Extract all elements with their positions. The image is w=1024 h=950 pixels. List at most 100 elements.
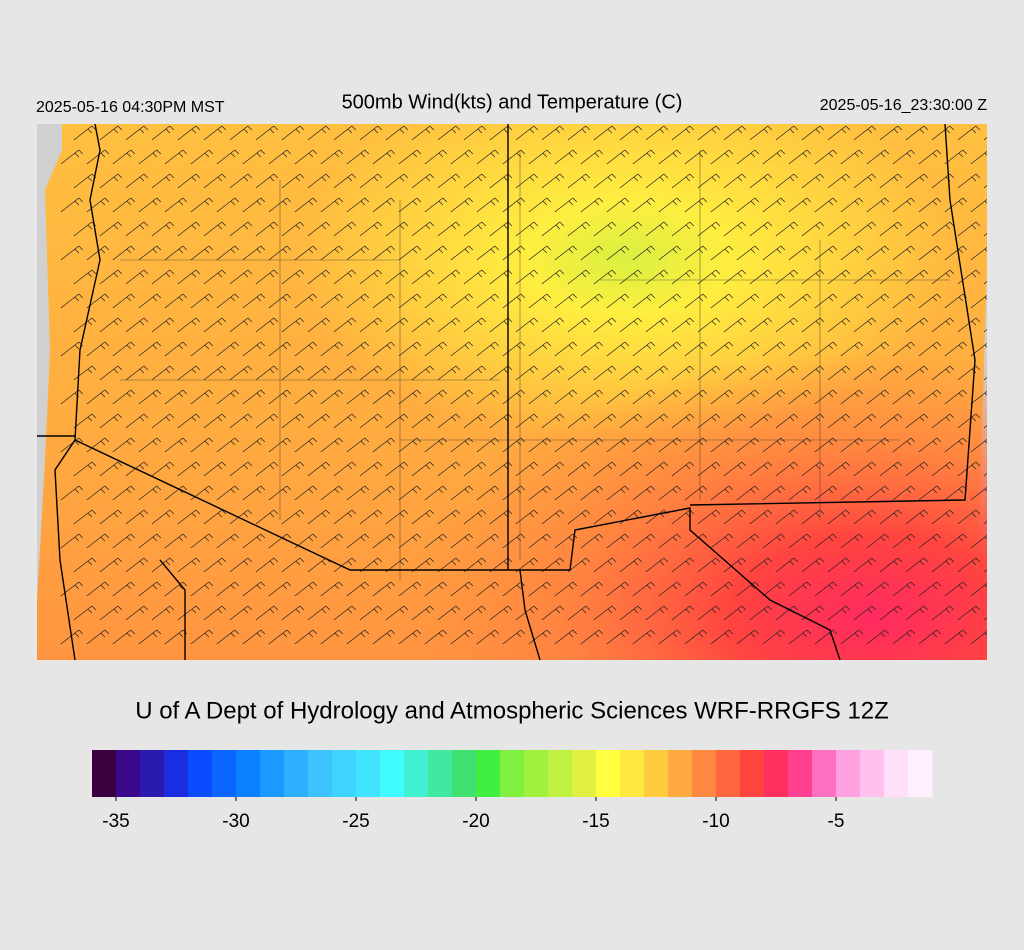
wind-barb: [1010, 510, 1024, 524]
wind-barb: [99, 269, 123, 285]
wind-barb: [216, 389, 240, 405]
wind-barb: [151, 413, 175, 429]
wind-barb: [944, 389, 968, 405]
wind-barb: [645, 317, 669, 333]
wind-barb: [229, 413, 253, 429]
wind-barb: [450, 197, 474, 213]
wind-barb: [879, 461, 903, 477]
wind-barb: [905, 365, 929, 381]
wind-barb: [997, 150, 1019, 164]
wind-barb: [515, 509, 539, 525]
wind-barb: [892, 437, 916, 453]
wind-barb: [710, 629, 734, 645]
wind-barb: [437, 125, 461, 141]
wind-barb: [463, 221, 487, 237]
wind-barb: [463, 605, 487, 621]
wind-barb: [229, 365, 253, 381]
wind-barb: [645, 125, 669, 141]
wind-barb: [138, 245, 162, 261]
wind-barb: [580, 533, 604, 549]
wind-barb: [905, 605, 929, 621]
wind-barb: [242, 533, 266, 549]
wind-barb: [320, 533, 344, 549]
wind-barb: [528, 149, 552, 165]
wind-barb: [255, 317, 279, 333]
wind-barb: [164, 437, 188, 453]
wind-barb: [138, 485, 162, 501]
colorbar-tick-label: -30: [222, 811, 249, 832]
wind-barb: [125, 413, 149, 429]
wind-barb: [203, 509, 227, 525]
wind-barb: [229, 461, 253, 477]
wind-barb: [1010, 174, 1024, 188]
wind-barb: [528, 581, 552, 597]
wind-barb: [268, 293, 292, 309]
wind-barb: [853, 317, 877, 333]
wind-barb: [333, 125, 357, 141]
wind-barb: [658, 581, 682, 597]
wind-barb: [866, 149, 890, 165]
wind-barb: [658, 197, 682, 213]
wind-barb: [918, 389, 942, 405]
wind-barb: [788, 581, 812, 597]
wind-barb: [775, 461, 799, 477]
wind-barb: [723, 173, 747, 189]
wind-barb: [801, 557, 825, 573]
wind-barb: [697, 269, 721, 285]
wind-barb: [814, 293, 838, 309]
wind-barb: [697, 317, 721, 333]
wind-barb: [827, 125, 851, 141]
wind-barb: [749, 221, 773, 237]
wind-barb: [242, 293, 266, 309]
wind-barb: [411, 221, 435, 237]
wind-barb: [983, 617, 987, 621]
wind-barb: [866, 389, 890, 405]
colorbar-tick-label: -5: [828, 811, 845, 832]
wind-barb: [112, 245, 136, 261]
wind-barb: [398, 485, 422, 501]
wind-barb: [86, 341, 110, 357]
wind-barb: [112, 197, 136, 213]
wind-barb: [892, 581, 916, 597]
wind-barb: [658, 149, 682, 165]
wind-barb: [203, 269, 227, 285]
wind-barb: [619, 413, 643, 429]
wind-barb: [762, 629, 786, 645]
wind-barb: [554, 581, 578, 597]
wind-barb: [606, 533, 630, 549]
wind-barb: [827, 461, 851, 477]
wind-barb: [450, 533, 474, 549]
wind-barb: [86, 437, 110, 453]
wind-barb: [73, 557, 97, 573]
wind-barb: [554, 389, 578, 405]
state-borders: [37, 124, 976, 660]
wind-barb: [437, 509, 461, 525]
wind-barb: [229, 317, 253, 333]
wind-barb: [606, 341, 630, 357]
wind-barb: [606, 245, 630, 261]
wind-barb: [281, 317, 305, 333]
wind-barb: [749, 269, 773, 285]
wind-barb: [450, 485, 474, 501]
wind-barb: [320, 581, 344, 597]
wind-barb: [775, 125, 799, 141]
wind-barb: [125, 557, 149, 573]
wind-barb: [359, 461, 383, 477]
wind-barb: [723, 509, 747, 525]
wind-barb: [866, 245, 890, 261]
wind-barb: [112, 149, 136, 165]
wind-barb: [190, 437, 214, 453]
wind-barb: [801, 125, 825, 141]
wind-barb: [268, 437, 292, 453]
wind-barb: [450, 149, 474, 165]
wind-barb: [229, 125, 253, 141]
wind-barb: [359, 173, 383, 189]
wind-barb: [814, 533, 838, 549]
wind-barb: [450, 389, 474, 405]
wind-barb: [905, 221, 929, 237]
wind-barb: [931, 461, 955, 477]
wind-barb: [710, 581, 734, 597]
wind-barb: [190, 149, 214, 165]
wind-barb: [398, 341, 422, 357]
wind-barb: [216, 197, 240, 213]
